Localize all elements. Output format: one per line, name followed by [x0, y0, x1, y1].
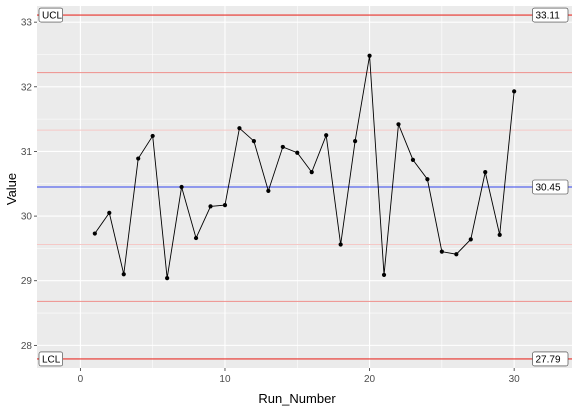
data-point: [121, 272, 126, 277]
data-point: [150, 133, 155, 139]
data-point: [266, 188, 271, 193]
data-point: [208, 204, 213, 209]
data-point: [454, 252, 459, 257]
data-point: [439, 249, 444, 254]
y-tick-label: 29: [21, 276, 33, 287]
lcl-value-label-box: [532, 351, 569, 367]
data-point: [338, 242, 343, 247]
x-axis-title: Run_Number: [258, 391, 336, 406]
data-point: [251, 139, 256, 144]
control-lines: [37, 14, 572, 360]
data-point: [497, 232, 502, 237]
center-value-label-box: [532, 179, 569, 195]
data-point: [396, 122, 401, 127]
data-point: [425, 177, 430, 182]
data-point: [280, 144, 285, 150]
series-layer: [92, 53, 517, 281]
y-tick-label: 30: [21, 212, 33, 223]
data-point: [179, 184, 184, 190]
x-tick-label: 0: [78, 374, 84, 385]
data-point: [512, 89, 517, 94]
data-point: [136, 156, 141, 161]
x-tick-label: 10: [219, 374, 231, 385]
ucl-label-box: [38, 7, 64, 23]
data-point: [410, 157, 416, 162]
x-tick-label: 30: [509, 374, 521, 385]
x-tick-label: 20: [364, 374, 376, 385]
data-point: [222, 203, 228, 208]
data-point: [237, 126, 242, 131]
data-point: [381, 272, 387, 278]
ucl-label: UCL: [42, 11, 62, 22]
y-tick-label: 31: [21, 147, 33, 158]
y-tick-label: 28: [21, 341, 33, 352]
control-labels: UCL LCL 33.11 30.45 27.79: [38, 7, 569, 367]
data-point: [353, 139, 358, 144]
data-point: [468, 237, 473, 242]
y-tick-label: 33: [21, 18, 33, 29]
y-axis-title: Value: [4, 173, 19, 205]
center-value-label: 30.45: [536, 183, 561, 194]
lcl-label-box: [38, 351, 64, 367]
data-point: [92, 231, 97, 236]
series-line: [94, 55, 515, 279]
ucl-value-label: 33.11: [536, 11, 561, 22]
axes: 0 10 20 30 28 29 30 31 32 33: [21, 18, 520, 385]
data-point: [309, 170, 314, 175]
data-point: [107, 210, 112, 215]
data-point: [324, 133, 329, 138]
data-point: [483, 170, 488, 175]
data-point: [295, 150, 300, 155]
data-point: [367, 53, 372, 58]
ucl-value-label-box: [532, 7, 569, 23]
y-tick-label: 32: [21, 82, 33, 93]
data-point: [193, 235, 199, 241]
lcl-label: LCL: [42, 355, 61, 366]
data-point: [165, 276, 170, 281]
lcl-value-label: 27.79: [536, 355, 561, 366]
